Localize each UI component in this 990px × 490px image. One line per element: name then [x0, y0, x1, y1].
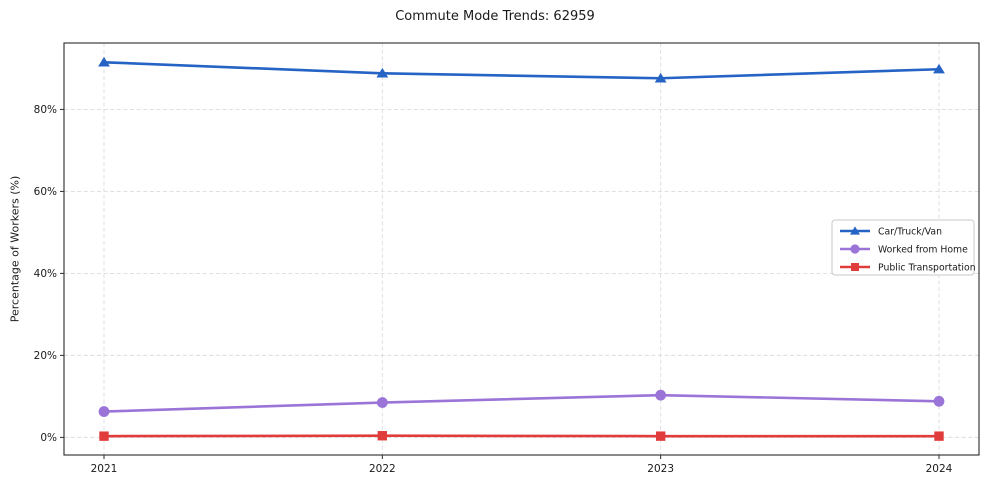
data-point-marker — [933, 63, 945, 74]
legend-label: Car/Truck/Van — [878, 226, 942, 237]
data-point-marker — [99, 431, 109, 441]
data-point-marker — [655, 431, 666, 441]
y-tick-label: 80% — [34, 104, 57, 116]
legend-item: Worked from Home — [840, 244, 968, 255]
data-point-marker — [98, 406, 110, 417]
legend-label: Public Transportation — [878, 262, 976, 273]
data-point-marker — [376, 397, 388, 408]
data-point-marker — [377, 431, 388, 441]
data-point-marker — [934, 431, 944, 441]
legend-marker — [851, 263, 859, 271]
legend-box — [831, 219, 975, 276]
legend-item: Public Transportation — [840, 262, 976, 273]
legend-item: Car/Truck/Van — [840, 226, 942, 237]
x-tick-label: 2021 — [91, 463, 118, 475]
y-tick-label: 0% — [40, 432, 57, 444]
series-line — [102, 60, 941, 80]
x-tick-label: 2024 — [926, 463, 953, 475]
legend-marker — [849, 226, 861, 235]
plot-border — [63, 42, 980, 456]
data-point-marker — [98, 56, 110, 67]
data-point-marker — [376, 67, 389, 78]
y-tick-label: 20% — [34, 350, 57, 362]
legend: Car/Truck/Van Worked from Home Public Tran… — [831, 219, 976, 276]
x-tick-label: 2022 — [369, 463, 396, 475]
legend-marker — [850, 244, 860, 254]
series-line — [102, 393, 941, 413]
data-point-marker — [655, 389, 667, 401]
x-tick-label: 2023 — [647, 463, 674, 475]
legend-label: Worked from Home — [878, 244, 968, 255]
data-point-marker — [654, 72, 667, 83]
y-tick-label: 60% — [34, 186, 57, 198]
y-tick-label: 40% — [34, 268, 57, 280]
data-point-marker — [933, 395, 945, 407]
